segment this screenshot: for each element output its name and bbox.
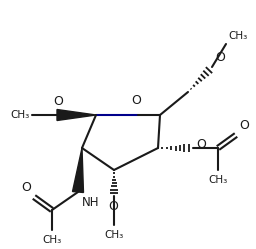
Text: CH₃: CH₃ — [11, 110, 30, 120]
Text: O: O — [53, 95, 63, 108]
Polygon shape — [57, 110, 96, 121]
Text: O: O — [239, 119, 249, 132]
Text: CH₃: CH₃ — [228, 31, 247, 41]
Text: O: O — [131, 94, 141, 107]
Text: O: O — [108, 200, 118, 213]
Text: NH: NH — [82, 196, 100, 209]
Text: O: O — [215, 51, 225, 64]
Text: CH₃: CH₃ — [42, 235, 62, 245]
Text: CH₃: CH₃ — [208, 175, 228, 185]
Polygon shape — [72, 148, 83, 192]
Text: O: O — [21, 181, 31, 194]
Text: O: O — [196, 137, 206, 150]
Text: CH₃: CH₃ — [104, 230, 124, 240]
